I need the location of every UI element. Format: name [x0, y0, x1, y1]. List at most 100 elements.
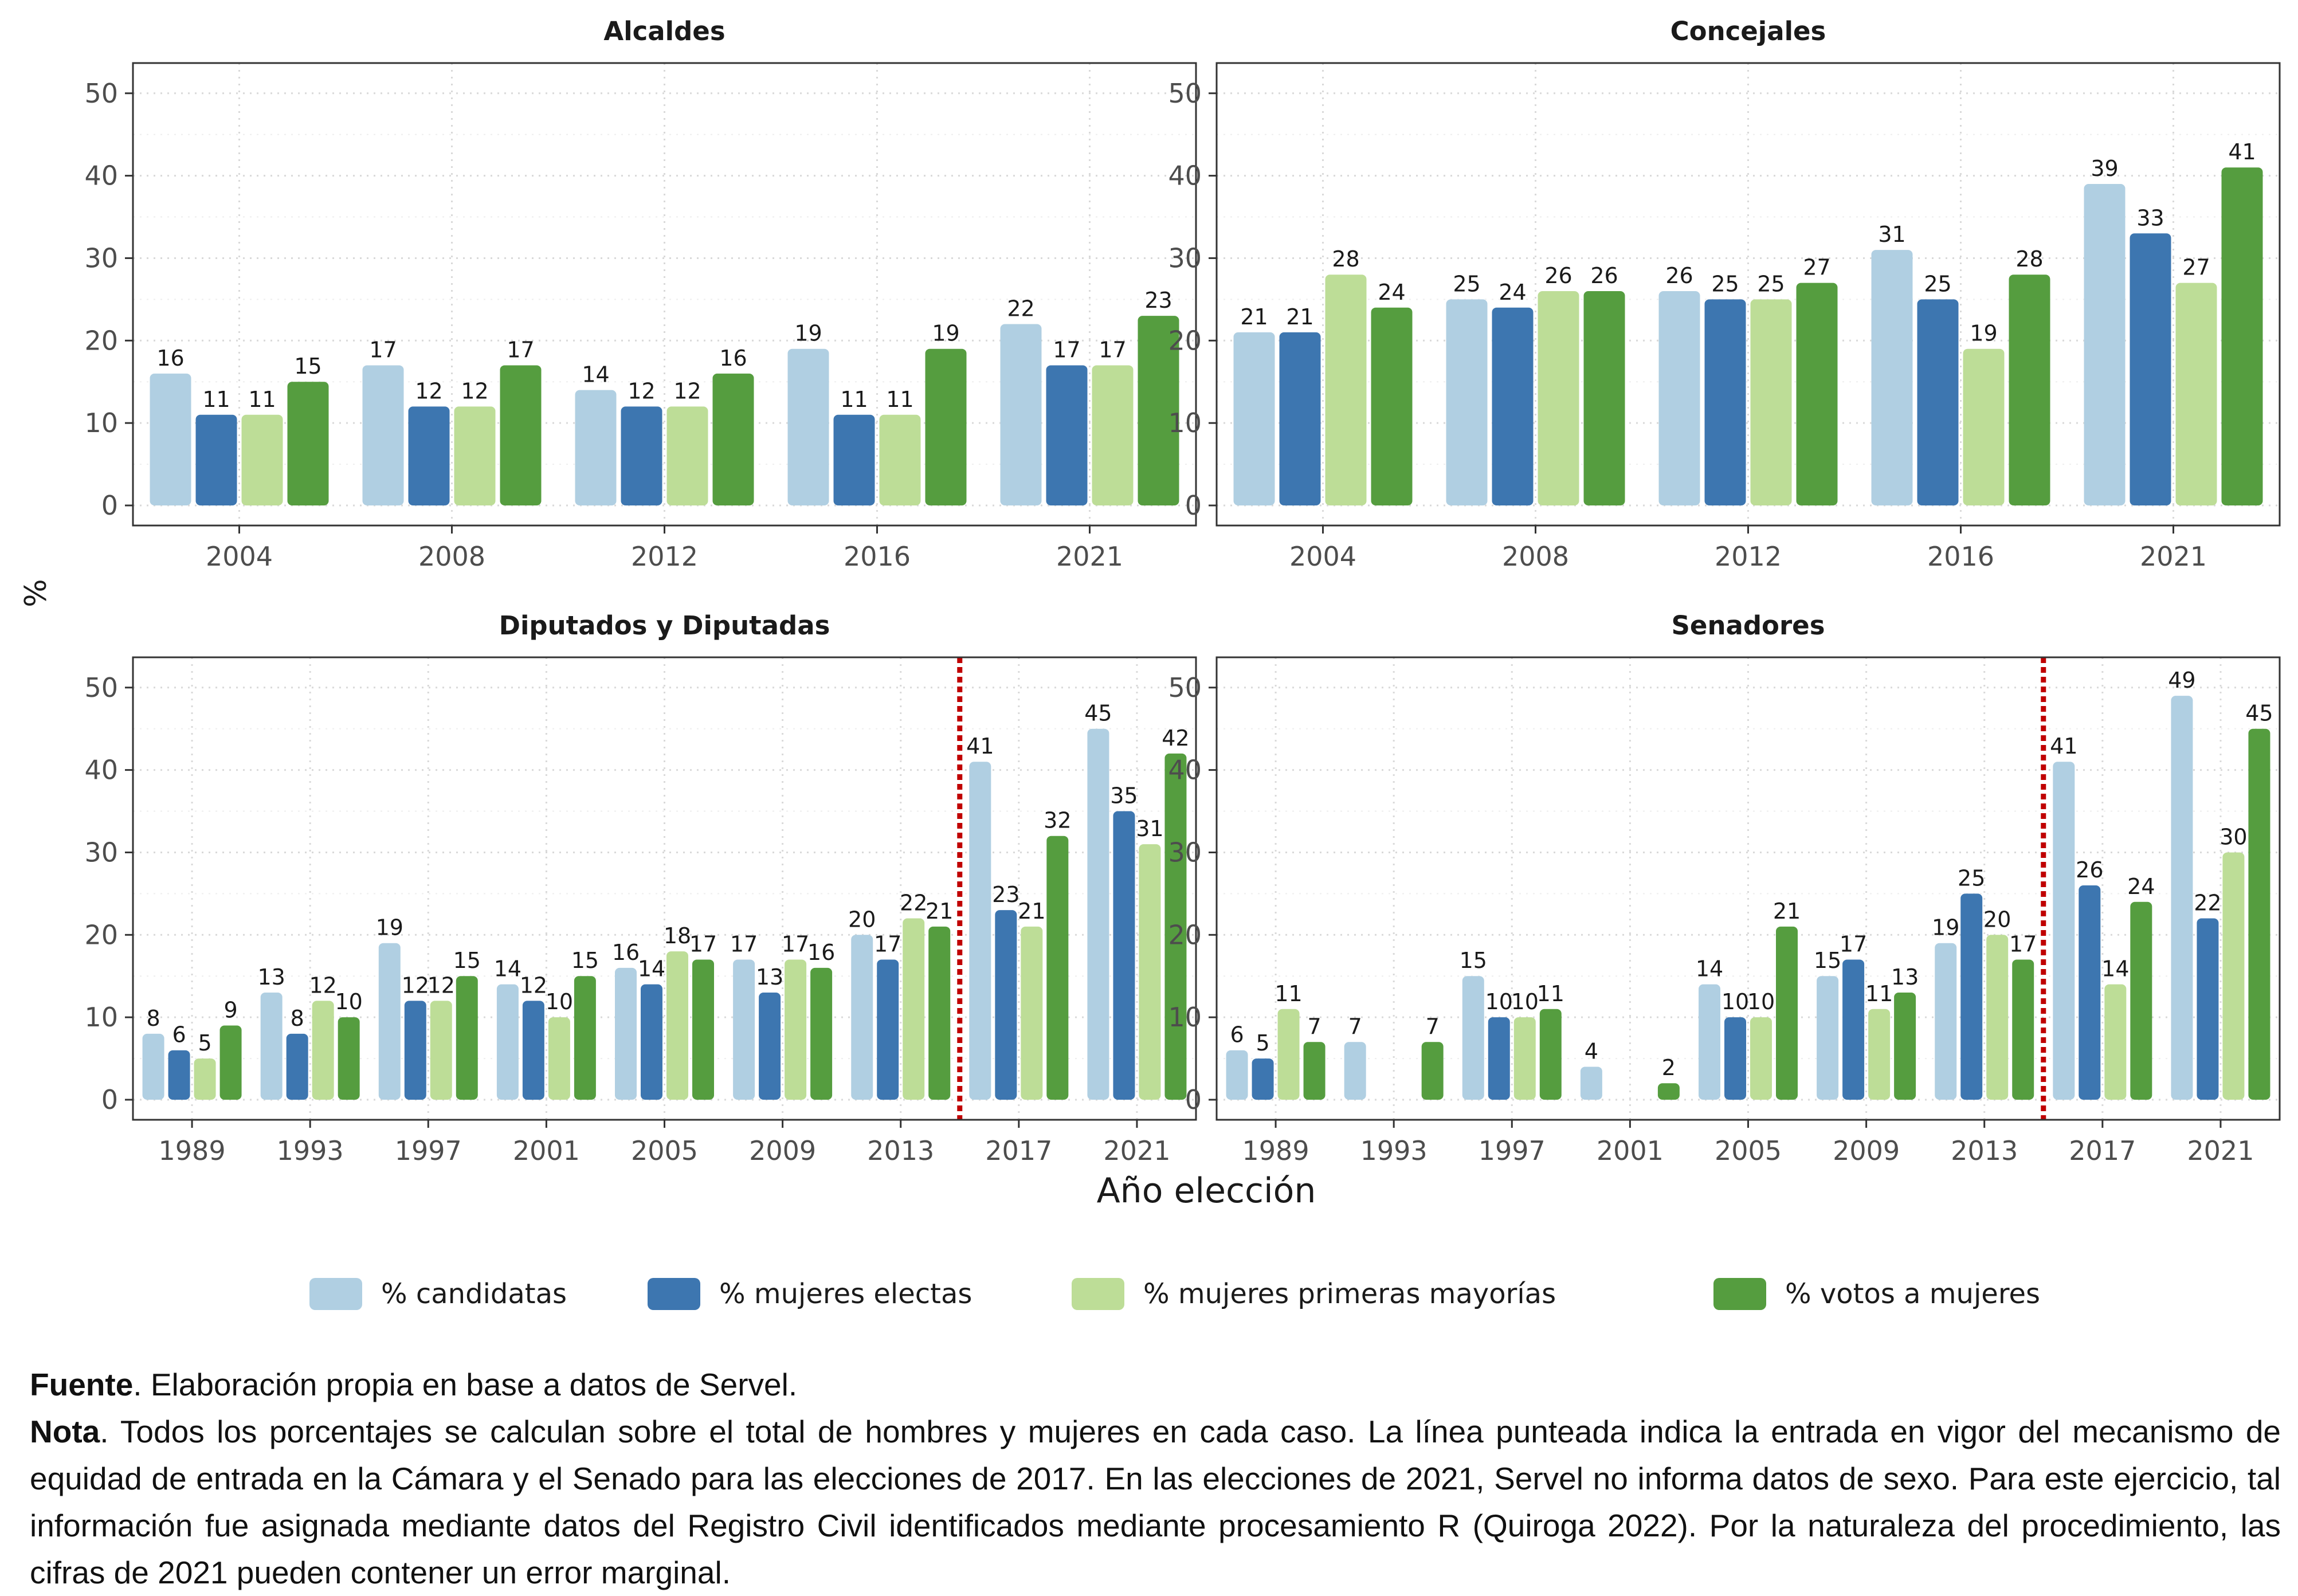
legend-label: % candidatas [381, 1278, 567, 1310]
bar-value-label: 23 [992, 882, 1019, 907]
bar-value-label: 14 [638, 956, 665, 982]
y-tick-label: 10 [84, 1002, 118, 1033]
panel-border [132, 656, 1197, 1121]
bar-value-label: 31 [1878, 222, 1905, 247]
bar [2175, 283, 2217, 505]
bar [2053, 762, 2075, 1100]
bar-value-label: 10 [1721, 989, 1749, 1014]
bar [2009, 275, 2050, 505]
bar-value-label: 17 [782, 931, 809, 956]
bar-value-label: 12 [461, 378, 488, 403]
y-tick-label: 20 [84, 325, 118, 356]
bar [2171, 696, 2193, 1100]
bar [621, 406, 662, 505]
bar-value-label: 21 [1240, 304, 1268, 330]
bar-value-label: 15 [1814, 948, 1841, 973]
bar [787, 348, 829, 505]
bar [1842, 959, 1865, 1100]
bar [1492, 307, 1534, 505]
bar-value-label: 28 [1332, 246, 1359, 272]
bar-value-label: 22 [2194, 891, 2221, 916]
bar [1580, 1066, 1602, 1100]
bar-value-label: 17 [2009, 931, 2037, 956]
x-tick-label: 2016 [844, 541, 911, 572]
y-tick-label: 0 [1185, 1084, 1202, 1115]
bar [1750, 299, 1792, 505]
y-tick-label: 50 [1168, 672, 1202, 703]
bar [1046, 836, 1069, 1100]
bar-value-label: 9 [223, 998, 237, 1023]
bar [1917, 299, 1959, 505]
x-tick-label: 2013 [867, 1135, 934, 1166]
x-tick-label: 2021 [1103, 1135, 1170, 1166]
panel-border [1215, 656, 2281, 1121]
bar-value-label: 10 [335, 989, 362, 1014]
bar-value-label: 12 [415, 378, 442, 403]
source-label: Fuente [30, 1367, 134, 1402]
x-tick-label: 1997 [395, 1135, 462, 1166]
bar [1894, 993, 1916, 1100]
bar [1776, 926, 1798, 1100]
bar [1046, 365, 1088, 505]
bar-value-label: 6 [1230, 1022, 1244, 1048]
bar-value-label: 11 [202, 387, 230, 412]
legend-label: % votos a mujeres [1785, 1278, 2040, 1310]
bar-value-label: 7 [1348, 1014, 1362, 1039]
bar [286, 1033, 308, 1100]
y-tick-label: 20 [1168, 919, 1202, 950]
bar-value-label: 2 [1662, 1055, 1676, 1080]
bar [1462, 976, 1484, 1100]
bar [500, 365, 542, 505]
bar-value-label: 5 [198, 1030, 211, 1056]
bar-value-label: 25 [1757, 271, 1785, 296]
bar-value-label: 8 [146, 1006, 160, 1031]
x-tick-label: 2021 [2140, 541, 2207, 572]
bar-value-label: 41 [2050, 734, 2077, 759]
x-tick-label: 2004 [206, 541, 273, 572]
bar [1138, 316, 1179, 505]
bar-value-label: 26 [2076, 857, 2103, 883]
bar-value-label: 26 [1665, 263, 1693, 288]
x-tick-label: 2001 [1597, 1135, 1664, 1166]
bar [1344, 1042, 1366, 1100]
x-tick-label: 2005 [631, 1135, 698, 1166]
bar [287, 382, 329, 505]
y-tick-label: 40 [1168, 160, 1202, 191]
x-tick-label: 2017 [2069, 1135, 2136, 1166]
bar-value-label: 14 [582, 362, 609, 387]
bar [1371, 307, 1413, 505]
bar-value-label: 12 [402, 972, 429, 998]
bar [1325, 275, 1367, 505]
y-tick-label: 20 [1168, 325, 1202, 356]
bar [1871, 250, 1913, 505]
bar-value-label: 25 [1924, 271, 1951, 296]
x-tick-label: 2012 [1715, 541, 1782, 572]
bar [1986, 935, 2009, 1100]
legend-label: % mujeres electas [719, 1278, 972, 1310]
bar-value-label: 20 [1983, 907, 2011, 932]
bar [1699, 984, 1720, 1100]
bar-value-label: 17 [507, 337, 534, 362]
bar-value-label: 12 [628, 378, 655, 403]
bar-value-label: 11 [1275, 981, 1302, 1006]
x-tick-label: 2016 [1927, 541, 1994, 572]
bar-value-label: 42 [1162, 726, 1189, 751]
bar [2197, 918, 2219, 1100]
y-tick-label: 50 [1168, 78, 1202, 109]
bar-value-label: 11 [1865, 981, 1893, 1006]
bar [925, 348, 967, 505]
bar-value-label: 5 [1256, 1030, 1269, 1056]
bar [1817, 976, 1839, 1100]
bar [1796, 283, 1838, 505]
panel-title: Concejales [1670, 16, 1826, 46]
bar [1868, 1009, 1891, 1100]
bar [362, 365, 404, 505]
bar-value-label: 26 [1544, 263, 1572, 288]
y-tick-label: 50 [84, 672, 118, 703]
bar [2079, 885, 2101, 1100]
bar [995, 910, 1017, 1100]
x-tick-label: 1993 [277, 1135, 344, 1166]
bar-value-label: 17 [730, 931, 758, 956]
bar [1724, 1017, 1746, 1100]
bar-value-label: 27 [2182, 255, 2210, 280]
